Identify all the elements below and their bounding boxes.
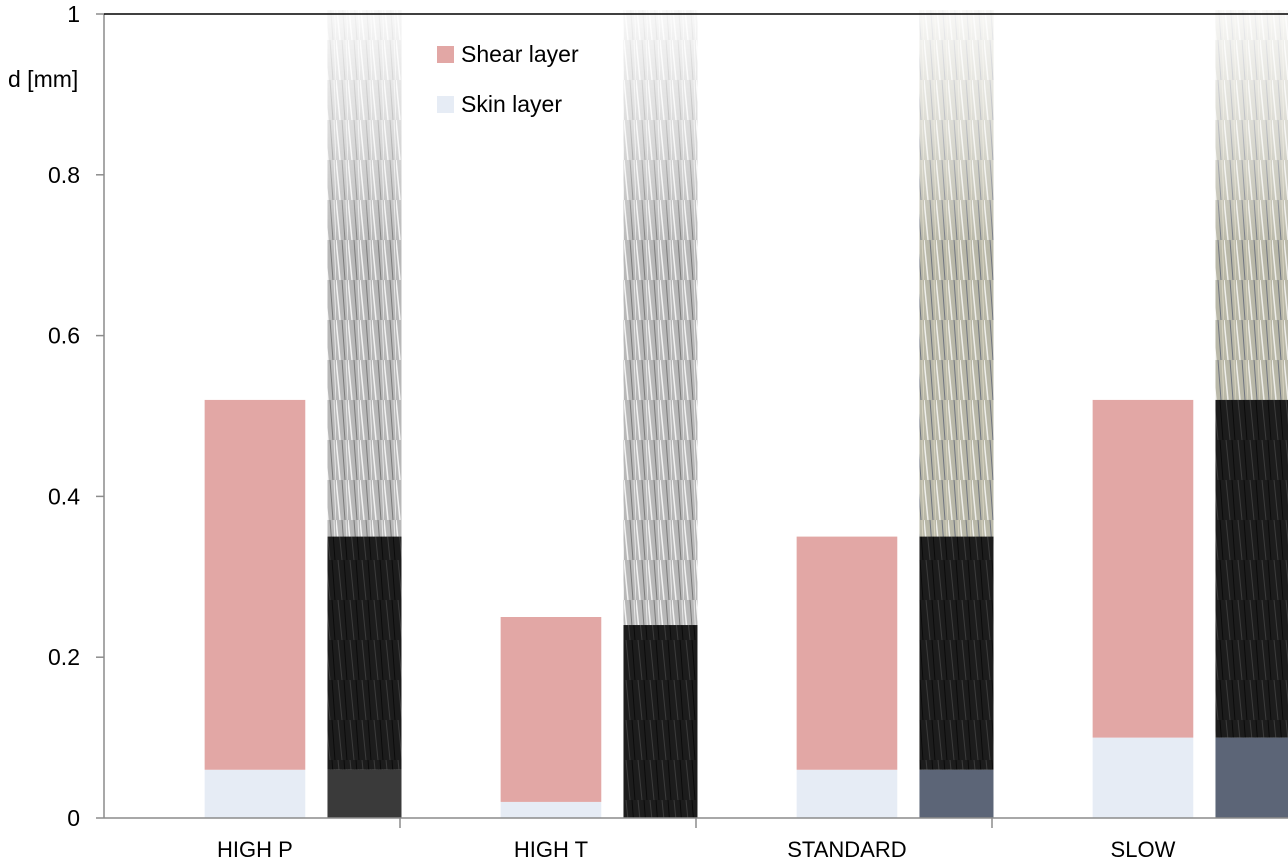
strip-bottom-band: [919, 769, 994, 818]
legend-label-shear-layer: Shear layer: [461, 41, 579, 67]
bar-high-t-skin-layer: [500, 801, 602, 818]
y-tick-label-0-4: 0.4: [48, 483, 80, 509]
strip-bottom-band: [327, 769, 402, 818]
legend-label-skin-layer: Skin layer: [461, 91, 562, 117]
micrograph-strip-high-t: [623, 10, 698, 818]
x-tick-label-slow: SLOW: [1111, 837, 1176, 862]
x-tick-label-high-p: HIGH P: [217, 837, 293, 862]
legend-swatch-shear-layer: [437, 46, 454, 63]
micrograph-strip-standard: [919, 10, 994, 818]
y-axis-label: d [mm]: [8, 66, 78, 92]
legend-swatch-skin-layer: [437, 96, 454, 113]
bar-standard-skin-layer: [796, 769, 898, 818]
y-tick-label-0-6: 0.6: [48, 323, 80, 349]
strip-dark-band: [919, 536, 994, 770]
y-ticks: 0 0.2 0.4 0.6 0.8 1: [48, 1, 104, 831]
x-tick-label-high-t: HIGH T: [514, 837, 588, 862]
micrograph-strip-slow: [1215, 10, 1288, 818]
strip-dark-band: [623, 625, 698, 818]
strip-highlight: [919, 10, 994, 252]
micrograph-strips: [327, 10, 1288, 818]
micrograph-strip-high-p: [327, 10, 402, 818]
bar-slow-shear-layer: [1092, 399, 1194, 738]
strip-dark-band: [327, 536, 402, 770]
x-ticks: HIGH P HIGH T STANDARD SLOW: [217, 818, 1176, 862]
y-tick-label-1: 1: [67, 1, 80, 27]
y-tick-label-0: 0: [67, 805, 80, 831]
bar-high-p-shear-layer: [204, 399, 306, 770]
strip-bottom-band: [1215, 737, 1288, 818]
x-tick-label-standard: STANDARD: [787, 837, 906, 862]
strip-highlight: [1215, 10, 1288, 252]
bar-high-p-skin-layer: [204, 769, 306, 818]
strip-dark-band: [1215, 399, 1288, 738]
strip-highlight: [327, 10, 402, 252]
legend: Shear layer Skin layer: [437, 41, 579, 117]
strip-highlight: [623, 10, 698, 252]
bar-standard-shear-layer: [796, 536, 898, 770]
bars: [204, 399, 1194, 818]
y-tick-label-0-2: 0.2: [48, 644, 80, 670]
bar-slow-skin-layer: [1092, 737, 1194, 818]
bar-high-t-shear-layer: [500, 617, 602, 802]
y-tick-label-0-8: 0.8: [48, 162, 80, 188]
